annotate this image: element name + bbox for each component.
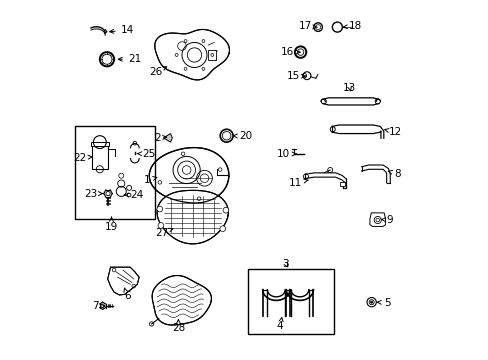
Bar [92, 146, 107, 169]
Bar [339, 182, 345, 186]
Bar [75, 126, 155, 219]
Text: 10: 10 [276, 149, 295, 159]
Circle shape [220, 226, 225, 231]
Text: 17: 17 [298, 21, 317, 31]
Text: 21: 21 [118, 54, 141, 64]
Bar [247, 269, 333, 334]
Text: 15: 15 [286, 71, 305, 81]
Text: 13: 13 [343, 83, 356, 93]
Bar [207, 50, 216, 60]
Text: 16: 16 [281, 47, 300, 57]
Circle shape [370, 301, 372, 303]
Polygon shape [152, 275, 211, 325]
Circle shape [223, 207, 228, 213]
Bar [90, 142, 109, 146]
Text: 4: 4 [276, 318, 283, 332]
Text: 7: 7 [92, 301, 105, 311]
Text: 22: 22 [73, 153, 92, 163]
Text: 11: 11 [288, 177, 307, 188]
Text: 26: 26 [149, 67, 166, 77]
Polygon shape [369, 213, 385, 226]
Circle shape [158, 222, 163, 228]
Polygon shape [149, 148, 228, 203]
Text: 28: 28 [171, 320, 184, 333]
Text: 6: 6 [123, 288, 130, 301]
Text: 2: 2 [154, 133, 166, 143]
Text: 14: 14 [109, 25, 134, 35]
Text: 5: 5 [377, 297, 390, 307]
Text: 27: 27 [155, 228, 172, 238]
Text: 3: 3 [282, 259, 289, 269]
Text: 9: 9 [380, 215, 392, 225]
Text: 19: 19 [104, 217, 118, 232]
Text: 12: 12 [384, 127, 401, 137]
Text: 18: 18 [342, 21, 361, 31]
Polygon shape [107, 267, 139, 295]
Text: 24: 24 [124, 190, 143, 200]
Circle shape [157, 206, 163, 212]
Polygon shape [157, 190, 228, 244]
Text: 23: 23 [84, 189, 103, 199]
Text: 25: 25 [137, 149, 156, 159]
Text: 1: 1 [144, 175, 157, 185]
Text: 8: 8 [387, 168, 400, 179]
Polygon shape [155, 30, 229, 80]
Text: 20: 20 [233, 131, 252, 141]
Polygon shape [163, 134, 172, 142]
